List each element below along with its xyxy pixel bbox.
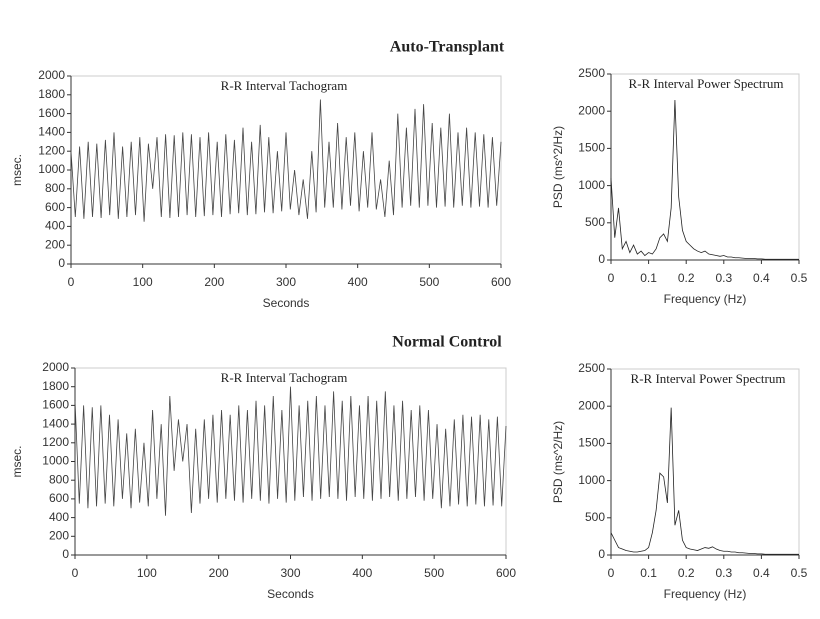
y-tick-label: 1400 — [38, 125, 65, 139]
y-tick-label: 200 — [49, 528, 69, 542]
x-tick-label: 400 — [352, 566, 372, 580]
x-tick-label: 0.3 — [715, 566, 732, 580]
y-tick-label: 1800 — [38, 87, 65, 101]
y-tick-label: 600 — [49, 491, 69, 505]
y-tick-label: 1500 — [578, 141, 605, 155]
x-tick-label: 0 — [72, 566, 79, 580]
section-heading: Auto-Transplant — [390, 39, 505, 56]
x-tick-label: 400 — [348, 275, 368, 289]
y-tick-label: 800 — [49, 472, 69, 486]
y-tick-label: 800 — [45, 181, 65, 195]
y-tick-label: 1500 — [578, 436, 605, 450]
x-tick-label: 500 — [424, 566, 444, 580]
data-line — [74, 386, 507, 516]
y-axis-label: msec. — [10, 154, 24, 186]
x-tick-label: 0 — [608, 566, 615, 580]
x-tick-label: 0.1 — [640, 566, 657, 580]
x-axis-label: Seconds — [267, 587, 314, 601]
x-tick-label: 0.4 — [753, 566, 770, 580]
y-tick-label: 2000 — [578, 103, 605, 117]
x-tick-label: 100 — [133, 275, 153, 289]
x-tick-label: 600 — [491, 275, 511, 289]
y-axis-label: msec. — [10, 445, 24, 477]
x-tick-label: 0 — [68, 275, 75, 289]
x-tick-label: 0.3 — [715, 271, 732, 285]
plot-frame — [610, 368, 800, 556]
y-tick-label: 2000 — [42, 360, 69, 374]
y-tick-label: 600 — [45, 200, 65, 214]
chart-title: R-R Interval Tachogram — [221, 78, 348, 93]
x-axis-label: Frequency (Hz) — [664, 292, 747, 306]
data-line — [610, 407, 799, 555]
y-tick-label: 0 — [598, 547, 605, 561]
y-tick-label: 2500 — [578, 66, 605, 80]
y-tick-label: 0 — [62, 547, 69, 561]
x-tick-label: 100 — [137, 566, 157, 580]
y-tick-label: 2000 — [38, 68, 65, 82]
plot-frame — [70, 75, 502, 265]
x-tick-label: 200 — [204, 275, 224, 289]
y-tick-label: 1200 — [38, 143, 65, 157]
y-tick-label: 0 — [598, 252, 605, 266]
section-heading: Normal Control — [392, 334, 502, 351]
y-tick-label: 1000 — [578, 178, 605, 192]
x-tick-label: 300 — [276, 275, 296, 289]
y-tick-label: 1000 — [42, 454, 69, 468]
y-tick-label: 2500 — [578, 361, 605, 375]
data-line — [70, 99, 502, 222]
x-tick-label: 0.5 — [791, 566, 808, 580]
x-tick-label: 600 — [496, 566, 516, 580]
x-tick-label: 0.2 — [678, 271, 695, 285]
y-tick-label: 1000 — [578, 473, 605, 487]
y-tick-label: 1200 — [42, 435, 69, 449]
y-axis-label: PSD (ms^2/Hz) — [551, 126, 565, 208]
y-tick-label: 1400 — [42, 416, 69, 430]
x-tick-label: 300 — [280, 566, 300, 580]
data-line — [610, 100, 799, 260]
y-tick-label: 0 — [58, 256, 65, 270]
chart-title: R-R Interval Power Spectrum — [631, 371, 786, 386]
y-tick-label: 500 — [585, 215, 605, 229]
chart-title: R-R Interval Power Spectrum — [629, 76, 784, 91]
x-axis-label: Seconds — [263, 296, 310, 310]
x-tick-label: 0.4 — [753, 271, 770, 285]
x-tick-label: 0 — [608, 271, 615, 285]
y-tick-label: 500 — [585, 510, 605, 524]
y-tick-label: 1600 — [38, 106, 65, 120]
x-tick-label: 0.5 — [791, 271, 808, 285]
y-axis-label: PSD (ms^2/Hz) — [551, 421, 565, 503]
x-tick-label: 500 — [419, 275, 439, 289]
x-tick-label: 200 — [209, 566, 229, 580]
y-tick-label: 400 — [45, 219, 65, 233]
y-tick-label: 1600 — [42, 398, 69, 412]
plot-frame — [610, 73, 800, 261]
y-tick-label: 2000 — [578, 398, 605, 412]
y-tick-label: 1000 — [38, 162, 65, 176]
x-tick-label: 0.2 — [678, 566, 695, 580]
y-tick-label: 200 — [45, 237, 65, 251]
x-axis-label: Frequency (Hz) — [664, 587, 747, 601]
y-tick-label: 400 — [49, 510, 69, 524]
y-tick-label: 1800 — [42, 379, 69, 393]
chart-title: R-R Interval Tachogram — [221, 370, 348, 385]
x-tick-label: 0.1 — [640, 271, 657, 285]
